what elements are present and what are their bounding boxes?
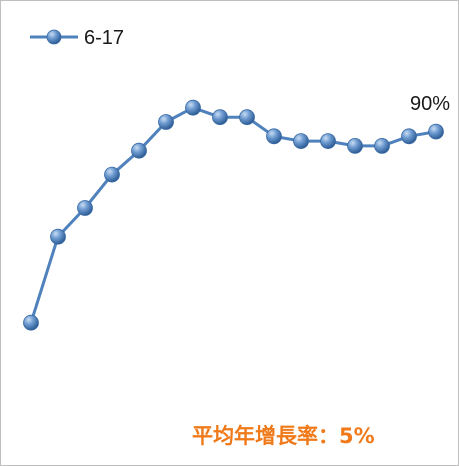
data-point-1 [23, 314, 39, 331]
data-point-9 [239, 109, 255, 126]
growth-rate-annotation: 平均年增長率：5% [192, 424, 375, 448]
data-point-4 [104, 166, 120, 183]
data-point-2 [50, 228, 66, 245]
series-6-17 [23, 99, 444, 331]
data-point-16 [428, 123, 444, 140]
data-point-5 [131, 142, 147, 159]
series-line [29, 106, 437, 324]
data-point-8 [212, 109, 228, 126]
data-point-13 [347, 137, 363, 154]
data-point-12 [320, 133, 336, 150]
end-data-label: 90% [410, 93, 450, 115]
legend-label: 6-17 [84, 27, 124, 49]
data-point-15 [401, 128, 417, 145]
data-point-6 [158, 114, 174, 130]
data-point-14 [374, 137, 390, 154]
data-point-11 [293, 133, 309, 150]
data-point-10 [266, 128, 282, 145]
legend-marker [46, 29, 62, 45]
legend: 6-17 [30, 27, 124, 49]
data-point-7 [185, 99, 201, 116]
data-point-3 [77, 200, 93, 216]
